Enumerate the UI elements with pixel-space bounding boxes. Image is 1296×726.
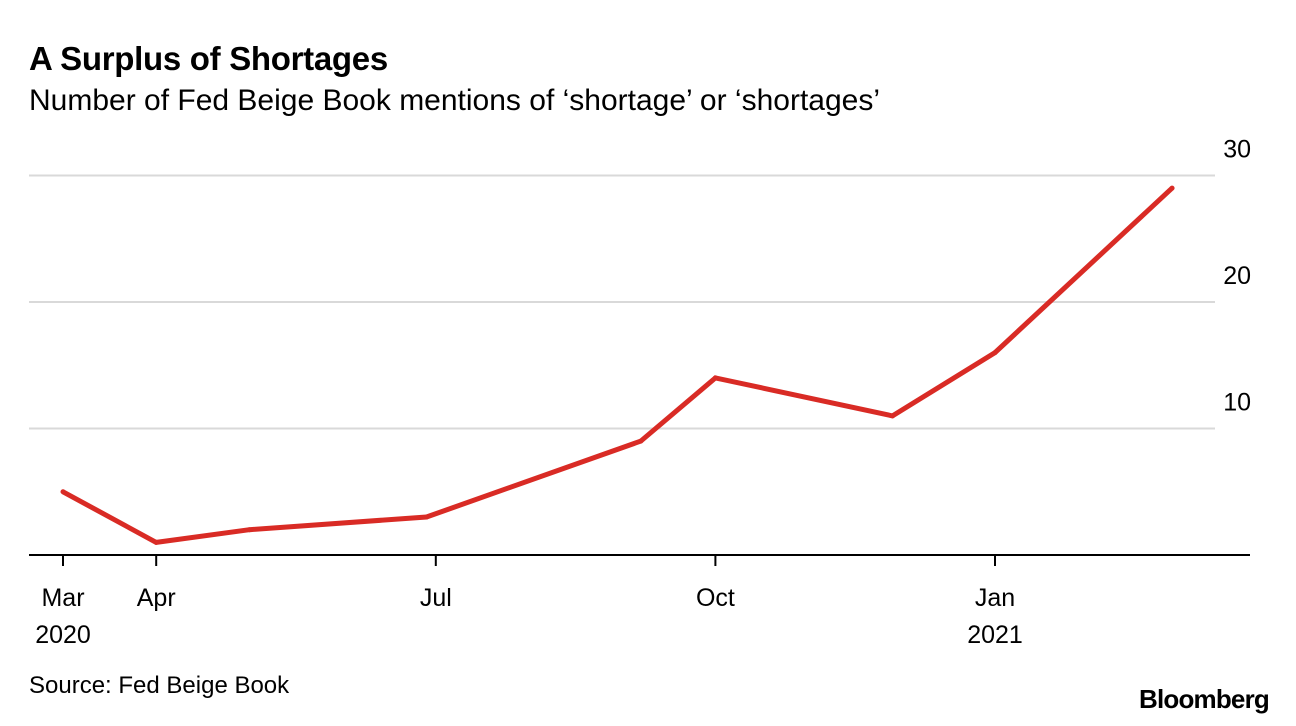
y-tick-label-30: 30 bbox=[1223, 136, 1251, 164]
data-point bbox=[60, 489, 66, 495]
y-tick-label-20: 20 bbox=[1223, 262, 1251, 290]
x-axis-labels: Mar 2020 Apr Jul Oct Jan 2021 bbox=[35, 584, 1023, 649]
bloomberg-logo: Bloomberg bbox=[1138, 684, 1270, 714]
data-point bbox=[992, 350, 998, 356]
chart-subtitle: Number of Fed Beige Book mentions of ‘sh… bbox=[29, 84, 881, 117]
data-point bbox=[889, 413, 895, 419]
x-tick-label-mar: Mar bbox=[41, 584, 84, 612]
source-note: Source: Fed Beige Book bbox=[29, 672, 290, 699]
y-axis-labels: 10 20 30 bbox=[1223, 136, 1251, 417]
x-tick-label-apr: Apr bbox=[137, 584, 176, 612]
data-point bbox=[246, 527, 252, 533]
chart-title: A Surplus of Shortages bbox=[29, 40, 388, 77]
y-tick-label-10: 10 bbox=[1223, 389, 1251, 417]
series-layer bbox=[60, 185, 1175, 545]
x-tick-year-2020: 2020 bbox=[35, 621, 91, 649]
data-point bbox=[638, 438, 644, 444]
data-point bbox=[1169, 185, 1175, 191]
gridlines bbox=[29, 174, 1215, 430]
x-axis bbox=[29, 554, 1250, 566]
x-tick-label-jan: Jan bbox=[975, 584, 1015, 612]
data-point bbox=[153, 539, 159, 545]
x-tick-label-jul: Jul bbox=[420, 584, 452, 612]
data-point bbox=[712, 375, 718, 381]
series-line-0 bbox=[61, 186, 1174, 545]
data-point bbox=[423, 514, 429, 520]
x-tick-label-oct: Oct bbox=[696, 584, 735, 612]
x-tick-year-2021: 2021 bbox=[967, 621, 1023, 649]
